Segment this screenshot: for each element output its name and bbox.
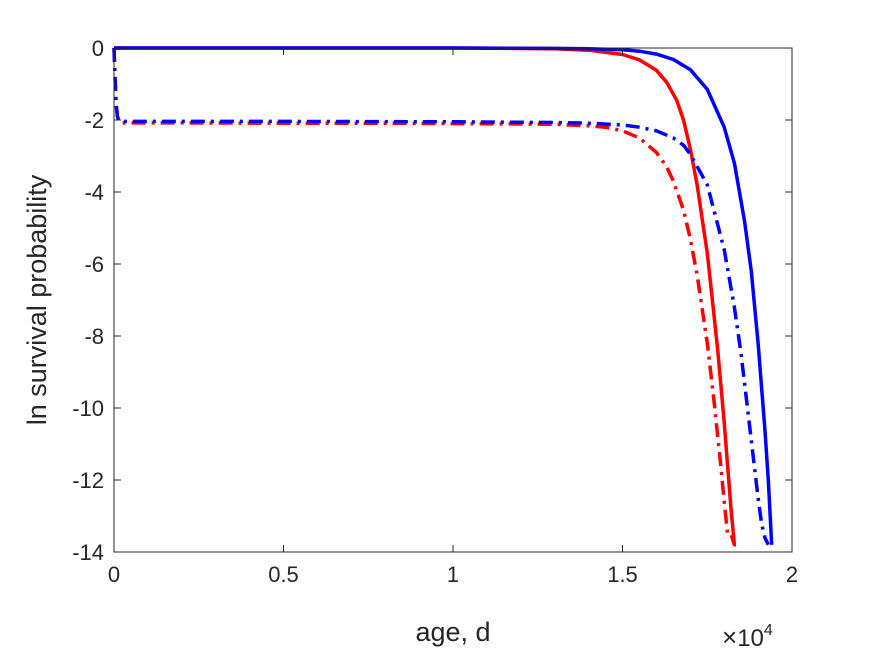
tick-layer: 0 0.5 1 1.5 2 0 -2 -4 -6 -8 -10 -12 -14 — [72, 36, 798, 587]
y-tick-label: -8 — [84, 324, 104, 349]
x-axis-multiplier: ×104 — [722, 622, 773, 652]
x-tick-label: 1 — [447, 562, 459, 587]
x-multiplier-exponent: 4 — [764, 622, 773, 639]
y-tick-label: -12 — [72, 468, 104, 493]
x-tick-label: 0.5 — [268, 562, 299, 587]
x-tick-label: 1.5 — [607, 562, 638, 587]
x-tick-label: 2 — [786, 562, 798, 587]
x-tick-label: 0 — [108, 562, 120, 587]
y-tick-label: -14 — [72, 540, 104, 565]
series-line-3 — [112, 47, 770, 546]
x-multiplier-base: 10 — [737, 625, 764, 652]
y-axis-label: ln survival probability — [22, 174, 52, 425]
series-line-1 — [112, 47, 737, 547]
y-tick-label: -6 — [84, 252, 104, 277]
plot-area — [114, 48, 792, 552]
y-tick-label: 0 — [92, 36, 104, 61]
x-axis-label: age, d — [415, 617, 490, 647]
y-tick-label: -4 — [84, 180, 104, 205]
y-tick-label: -10 — [72, 396, 104, 421]
y-tick-label: -2 — [84, 108, 104, 133]
